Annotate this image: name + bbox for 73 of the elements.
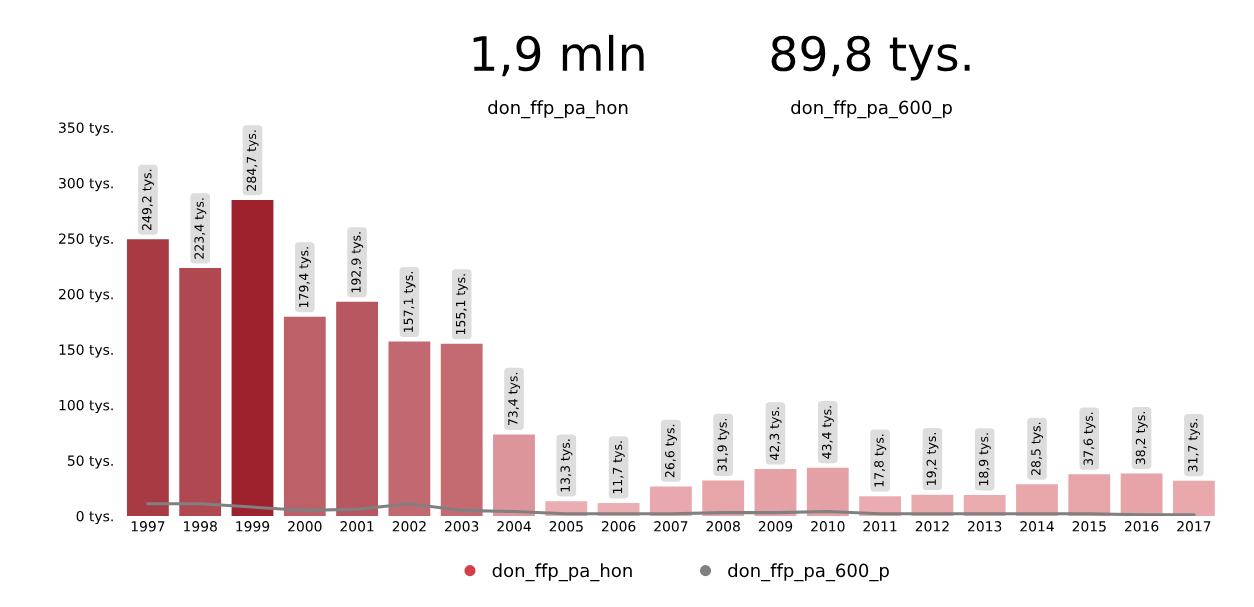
line-series: [146, 502, 1196, 516]
x-tick-label: 2008: [706, 521, 740, 532]
x-tick-label: 2015: [1072, 521, 1106, 532]
x-tick-label: 1998: [184, 521, 217, 532]
text: don_ffp_pa_hon: [492, 563, 632, 582]
x-tick-label: 2013: [968, 521, 1002, 532]
x-tick-label: 2014: [1020, 521, 1054, 532]
data-label: 13,3 tys.: [560, 439, 573, 492]
bar: [1120, 473, 1163, 516]
data-label: 26,6 tys.: [665, 424, 677, 478]
x-tick-label: 2007: [654, 521, 688, 532]
y-tick-label: 250 tys.: [59, 233, 113, 247]
text: 89,8 tys.: [771, 35, 970, 81]
data-label: 17,8 tys.: [874, 434, 887, 487]
bar: [231, 199, 274, 516]
data-label: 179,4 tys.: [298, 247, 311, 308]
y-tick-label: 200 tys.: [59, 288, 113, 303]
data-label: 73,4 tys.: [508, 372, 521, 426]
bar: [126, 239, 169, 516]
bar: [806, 467, 849, 516]
x-tick-label: 2011: [863, 521, 897, 532]
data-label: 37,6 tys.: [1083, 412, 1096, 465]
bar: [1172, 480, 1215, 516]
data-label: 43,4 tys.: [821, 406, 834, 459]
data-label: 19,2 tys.: [926, 433, 939, 485]
data-label: 28,5 tys.: [1031, 422, 1044, 476]
x-tick-label: 2012: [915, 521, 949, 532]
x-tick-label: 2003: [445, 521, 479, 532]
x-tick-label: 2001: [340, 521, 374, 532]
data-label: 31,9 tys.: [717, 418, 730, 472]
data-label: 18,9 tys.: [978, 433, 991, 486]
x-tick-label: 2016: [1124, 521, 1159, 532]
y-tick-label: 0 tys.: [76, 510, 113, 525]
data-label: 38,2 tys.: [1135, 411, 1148, 465]
data-label: 284,7 tys.: [246, 130, 259, 191]
x-tick-label: 2000: [288, 521, 322, 532]
y-tick-label: 350 tys.: [59, 122, 113, 136]
text: 1,9 mln: [473, 34, 644, 77]
data-label: 155,1 tys.: [456, 274, 468, 335]
data-label: 31,7 tys.: [1188, 419, 1200, 472]
y-tick-label: 100 tys.: [59, 399, 113, 414]
x-tick-label: 2017: [1177, 521, 1211, 532]
bar: [388, 341, 431, 516]
bar: [702, 480, 745, 516]
bar: [649, 486, 692, 516]
x-tick-label: 1999: [236, 521, 270, 532]
x-tick-label: 1997: [131, 521, 165, 532]
data-label: 157,1 tys.: [403, 272, 416, 332]
x-tick-label: 2004: [497, 521, 531, 532]
bar: [1016, 484, 1058, 516]
data-label: 11,7 tys.: [612, 441, 625, 494]
x-tick-label: 2002: [392, 521, 426, 532]
bar: [283, 316, 326, 516]
legend-label: don_ffp_pa_600_p: [728, 563, 889, 582]
text: don_ffp_pa_600_p: [791, 100, 952, 119]
x-tick-label: 2010: [811, 521, 845, 532]
bar: [336, 301, 379, 516]
y-tick-label: 150 tys.: [59, 344, 113, 358]
y-tick-label: 300 tys.: [59, 177, 113, 192]
y-tick-label: 50 tys.: [67, 455, 113, 469]
data-label: 192,9 tys.: [351, 232, 364, 293]
text: don_ffp_pa_hon: [488, 100, 628, 119]
bar: [440, 343, 483, 516]
bar: [179, 267, 222, 516]
x-tick-label: 2005: [549, 521, 583, 532]
data-label: 42,3 tys.: [769, 407, 782, 461]
data-label: 249,2 tys.: [142, 169, 154, 231]
x-tick-label: 2009: [758, 521, 793, 532]
bar: [493, 434, 535, 516]
data-label: 223,4 tys.: [194, 198, 207, 259]
bar: [754, 469, 797, 516]
bar: [1068, 474, 1111, 516]
x-tick-label: 2006: [601, 521, 636, 532]
